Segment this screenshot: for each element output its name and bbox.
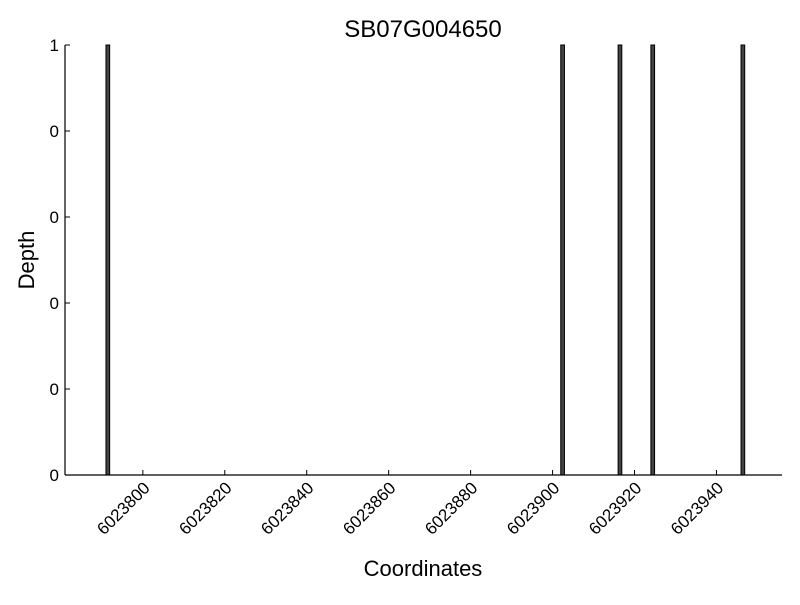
x-tick-label: 6023860 [339, 478, 399, 538]
y-tick-label: 0 [50, 208, 59, 227]
x-tick-label: 6023800 [93, 478, 153, 538]
bar [740, 44, 746, 476]
y-tick-label: 0 [50, 380, 59, 399]
y-tick-label: 0 [50, 466, 59, 485]
chart-title: SB07G004650 [344, 16, 501, 43]
axes: 0 0 0 0 0 1 6023800 6023820 6023840 6023860 602388… [50, 36, 782, 539]
bar [650, 44, 656, 476]
x-tick-label: 6023880 [421, 478, 481, 538]
bar [105, 44, 111, 476]
y-tick-label: 0 [50, 294, 59, 313]
y-tick-label: 1 [50, 36, 59, 55]
y-axis-label: Depth [14, 231, 39, 290]
bars [105, 44, 746, 476]
x-tick-label: 6023940 [667, 478, 727, 538]
y-tick-label: 0 [50, 122, 59, 141]
x-tick-label: 6023920 [585, 478, 645, 538]
bar [560, 44, 565, 476]
x-axis-label: Coordinates [364, 556, 483, 581]
x-tick-label: 6023840 [257, 478, 317, 538]
x-tick-label: 6023820 [175, 478, 235, 538]
bar [617, 44, 623, 476]
x-tick-label: 6023900 [503, 478, 563, 538]
